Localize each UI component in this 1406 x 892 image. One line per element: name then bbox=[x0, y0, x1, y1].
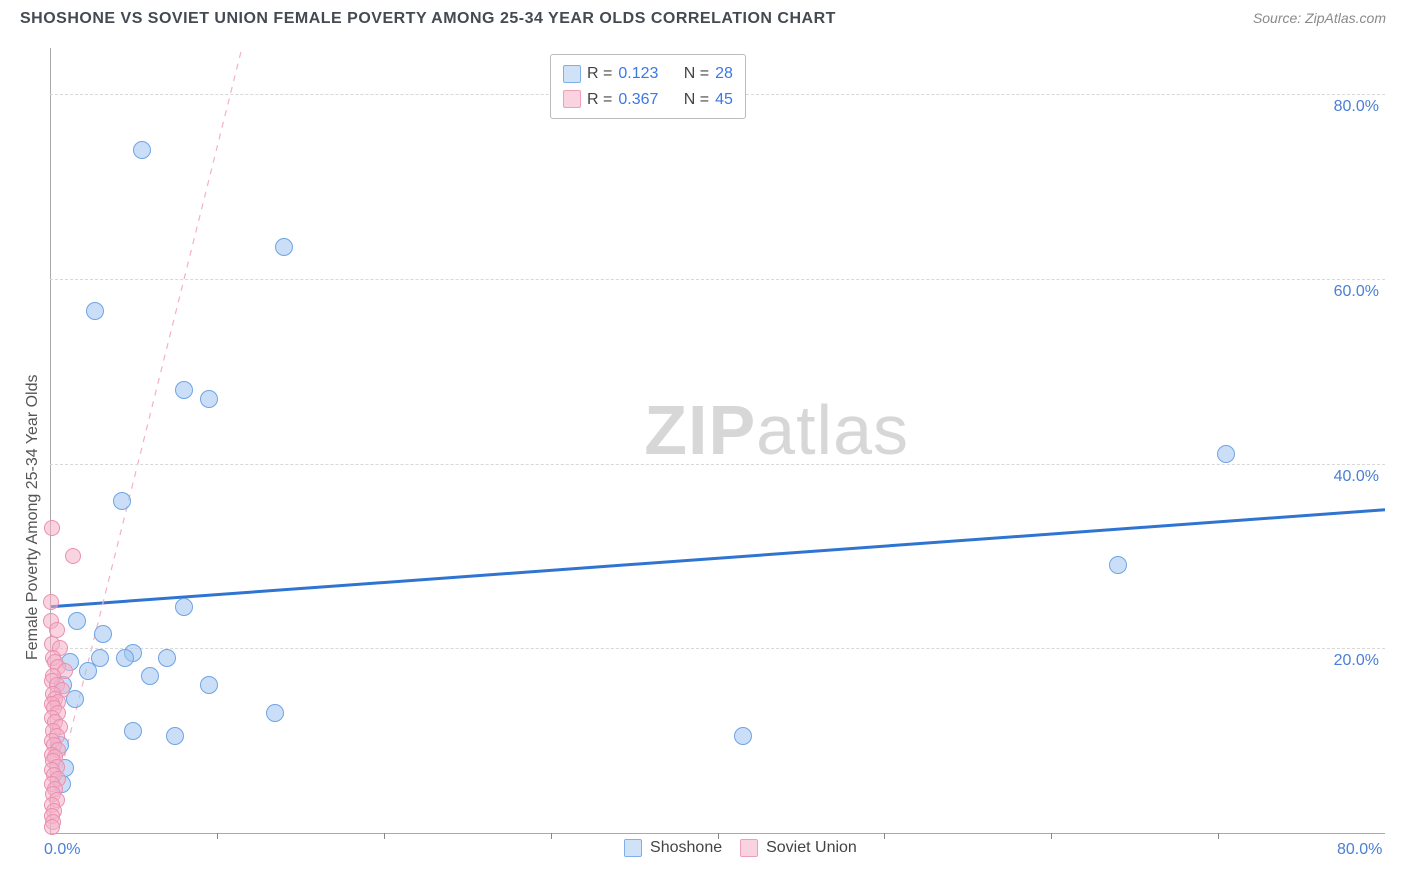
scatter-point bbox=[158, 649, 176, 667]
legend-series-item: Soviet Union bbox=[740, 839, 857, 857]
scatter-point bbox=[734, 727, 752, 745]
plot-area: ZIPatlas 20.0% 40.0% 60.0% 80.0% bbox=[50, 48, 1385, 833]
scatter-point bbox=[141, 667, 159, 685]
legend-swatch bbox=[563, 65, 581, 83]
x-tick bbox=[1218, 833, 1219, 839]
chart-container: SHOSHONE VS SOVIET UNION FEMALE POVERTY … bbox=[0, 0, 1406, 892]
scatter-point bbox=[175, 381, 193, 399]
legend-swatch bbox=[563, 90, 581, 108]
y-tick-label: 60.0% bbox=[1334, 283, 1379, 301]
scatter-point bbox=[200, 676, 218, 694]
scatter-point bbox=[1109, 556, 1127, 574]
scatter-point bbox=[266, 704, 284, 722]
gridline bbox=[50, 279, 1385, 280]
watermark-light: atlas bbox=[756, 391, 909, 469]
header-row: SHOSHONE VS SOVIET UNION FEMALE POVERTY … bbox=[0, 0, 1406, 32]
scatter-point bbox=[175, 598, 193, 616]
scatter-point bbox=[44, 819, 60, 835]
legend-n-label: N = bbox=[684, 61, 709, 87]
legend-stats: R = 0.123 N = 28 R = 0.367 N = 45 bbox=[550, 54, 746, 119]
x-tick bbox=[551, 833, 552, 839]
scatter-point bbox=[43, 594, 59, 610]
x-tick-end: 80.0% bbox=[1337, 841, 1382, 859]
legend-series-item: Shoshone bbox=[624, 839, 722, 857]
x-tick bbox=[884, 833, 885, 839]
legend-stat-row: R = 0.123 N = 28 bbox=[563, 61, 733, 87]
legend-r-value: 0.123 bbox=[618, 61, 658, 87]
gridline bbox=[50, 648, 1385, 649]
watermark-bold: ZIP bbox=[644, 391, 756, 469]
scatter-point bbox=[275, 238, 293, 256]
chart-title: SHOSHONE VS SOVIET UNION FEMALE POVERTY … bbox=[20, 10, 836, 28]
watermark: ZIPatlas bbox=[644, 390, 909, 470]
legend-stat-row: R = 0.367 N = 45 bbox=[563, 87, 733, 113]
scatter-point bbox=[1217, 445, 1235, 463]
scatter-point bbox=[200, 390, 218, 408]
source-label: Source: ZipAtlas.com bbox=[1253, 10, 1386, 26]
legend-r-value: 0.367 bbox=[618, 87, 658, 113]
scatter-point bbox=[113, 492, 131, 510]
scatter-point bbox=[124, 722, 142, 740]
scatter-point bbox=[166, 727, 184, 745]
legend-series: Shoshone Soviet Union bbox=[624, 839, 857, 857]
trend-line bbox=[50, 510, 1385, 607]
scatter-point bbox=[94, 625, 112, 643]
y-tick-label: 20.0% bbox=[1334, 652, 1379, 670]
legend-n-value: 28 bbox=[715, 61, 733, 87]
legend-n-value: 45 bbox=[715, 87, 733, 113]
legend-swatch bbox=[624, 839, 642, 857]
y-axis-title: Female Poverty Among 25-34 Year Olds bbox=[24, 375, 42, 661]
scatter-point bbox=[79, 662, 97, 680]
scatter-point bbox=[116, 649, 134, 667]
x-tick bbox=[1051, 833, 1052, 839]
x-tick bbox=[384, 833, 385, 839]
legend-n-label: N = bbox=[684, 87, 709, 113]
legend-r-label: R = bbox=[587, 61, 612, 87]
x-tick-origin: 0.0% bbox=[44, 841, 80, 859]
scatter-point bbox=[44, 520, 60, 536]
trend-lines bbox=[50, 48, 1385, 833]
legend-r-label: R = bbox=[587, 87, 612, 113]
x-tick bbox=[217, 833, 218, 839]
scatter-point bbox=[133, 141, 151, 159]
legend-series-label: Soviet Union bbox=[766, 839, 857, 857]
scatter-point bbox=[65, 548, 81, 564]
legend-series-label: Shoshone bbox=[650, 839, 722, 857]
gridline bbox=[50, 464, 1385, 465]
y-tick-label: 80.0% bbox=[1334, 98, 1379, 116]
scatter-point bbox=[68, 612, 86, 630]
scatter-point bbox=[86, 302, 104, 320]
y-tick-label: 40.0% bbox=[1334, 468, 1379, 486]
legend-swatch bbox=[740, 839, 758, 857]
